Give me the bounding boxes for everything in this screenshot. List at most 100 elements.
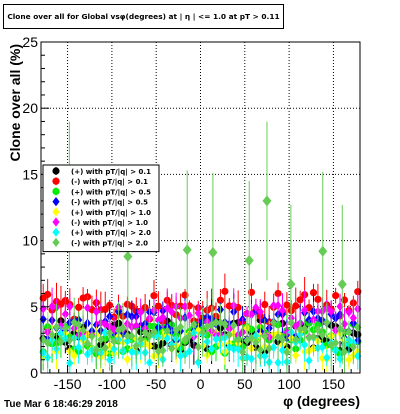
data-points xyxy=(39,121,362,373)
outlier-point xyxy=(208,247,218,259)
data-point xyxy=(159,312,167,323)
data-point xyxy=(261,331,269,341)
data-point xyxy=(137,307,145,317)
data-point xyxy=(141,328,149,338)
data-point xyxy=(168,343,176,354)
data-point xyxy=(309,332,318,342)
data-point xyxy=(145,331,154,341)
data-point xyxy=(270,342,278,353)
x-tick-label: 0 xyxy=(197,376,205,392)
data-point xyxy=(154,315,163,325)
data-point xyxy=(270,318,278,328)
chart-title: Clone over all for Global vsφ(degrees) a… xyxy=(7,12,280,21)
data-point xyxy=(283,301,291,309)
data-point xyxy=(345,355,353,365)
data-point xyxy=(101,343,109,353)
outlier-point xyxy=(318,245,328,257)
data-point xyxy=(150,292,158,300)
data-point xyxy=(57,337,65,347)
y-axis-label: Clone over all (%) xyxy=(7,44,23,161)
data-point xyxy=(110,324,118,335)
data-point xyxy=(278,334,287,344)
data-point xyxy=(212,317,220,328)
x-tick-label: 50 xyxy=(237,376,253,392)
x-axis-label: φ (degrees) xyxy=(283,393,360,409)
data-point xyxy=(234,334,242,345)
outlier-point xyxy=(244,254,254,266)
data-point xyxy=(252,337,260,347)
data-point xyxy=(128,331,136,341)
data-point xyxy=(66,302,74,312)
legend-marker xyxy=(52,217,60,227)
data-point xyxy=(274,289,282,298)
data-point xyxy=(212,334,220,344)
legend-marker xyxy=(52,187,60,195)
x-tick-label: -150 xyxy=(54,376,82,392)
data-point xyxy=(301,340,309,350)
data-point xyxy=(92,345,100,355)
data-point xyxy=(296,296,304,304)
x-tick-label: 100 xyxy=(277,376,301,392)
data-point xyxy=(181,334,189,345)
data-point xyxy=(101,328,109,338)
data-point xyxy=(256,345,264,355)
legend-label: (-) with pT/|q| > 0.5 xyxy=(71,199,148,208)
data-point xyxy=(323,317,331,328)
chart-title-box: Clone over all for Global vsφ(degrees) a… xyxy=(3,4,284,29)
data-point xyxy=(83,338,92,348)
data-point xyxy=(110,336,118,346)
outlier-point xyxy=(337,278,347,290)
outlier-point xyxy=(123,250,133,262)
data-point xyxy=(176,302,185,310)
data-point xyxy=(66,335,74,345)
data-point xyxy=(132,341,140,351)
data-point xyxy=(52,322,61,332)
data-point xyxy=(270,300,278,311)
outlier-point xyxy=(262,195,272,207)
data-point xyxy=(163,303,171,313)
data-point xyxy=(296,324,304,334)
data-point xyxy=(349,313,357,323)
data-point xyxy=(292,350,300,360)
y-tick-label: 10 xyxy=(22,233,38,249)
x-tick-label: 150 xyxy=(322,376,346,392)
data-point xyxy=(123,354,131,365)
data-point xyxy=(176,351,185,361)
data-point xyxy=(216,296,225,304)
data-point xyxy=(261,351,269,361)
data-point xyxy=(292,334,300,345)
data-point xyxy=(132,321,140,331)
data-point xyxy=(301,305,309,315)
data-point xyxy=(207,343,216,354)
legend-label: (-) with pT/|q| > 2.0 xyxy=(71,239,148,248)
data-point xyxy=(345,327,353,337)
data-point xyxy=(190,319,198,330)
data-point xyxy=(137,334,145,344)
data-point xyxy=(92,307,100,317)
data-point xyxy=(265,343,273,353)
data-point xyxy=(75,303,83,311)
data-point xyxy=(57,329,65,339)
y-tick-label: 5 xyxy=(30,299,38,315)
data-point xyxy=(119,323,127,333)
legend-marker xyxy=(52,227,60,237)
data-point xyxy=(314,295,322,303)
data-point xyxy=(323,353,331,363)
data-point xyxy=(44,290,52,299)
data-point xyxy=(75,342,83,352)
legend-label: (+) with pT/|q| > 0.5 xyxy=(71,188,151,197)
data-point xyxy=(221,319,229,329)
data-point xyxy=(332,338,340,348)
x-tick-label: -100 xyxy=(98,376,126,392)
data-point xyxy=(88,331,96,341)
data-point xyxy=(83,303,92,313)
data-point xyxy=(230,320,238,330)
legend-label: (+) with pT/|q| > 0.1 xyxy=(71,168,151,177)
outlier-point xyxy=(286,278,296,290)
data-point xyxy=(327,306,335,317)
data-point xyxy=(283,347,291,357)
data-point xyxy=(44,338,52,348)
data-point xyxy=(101,319,109,329)
data-point xyxy=(163,326,171,336)
